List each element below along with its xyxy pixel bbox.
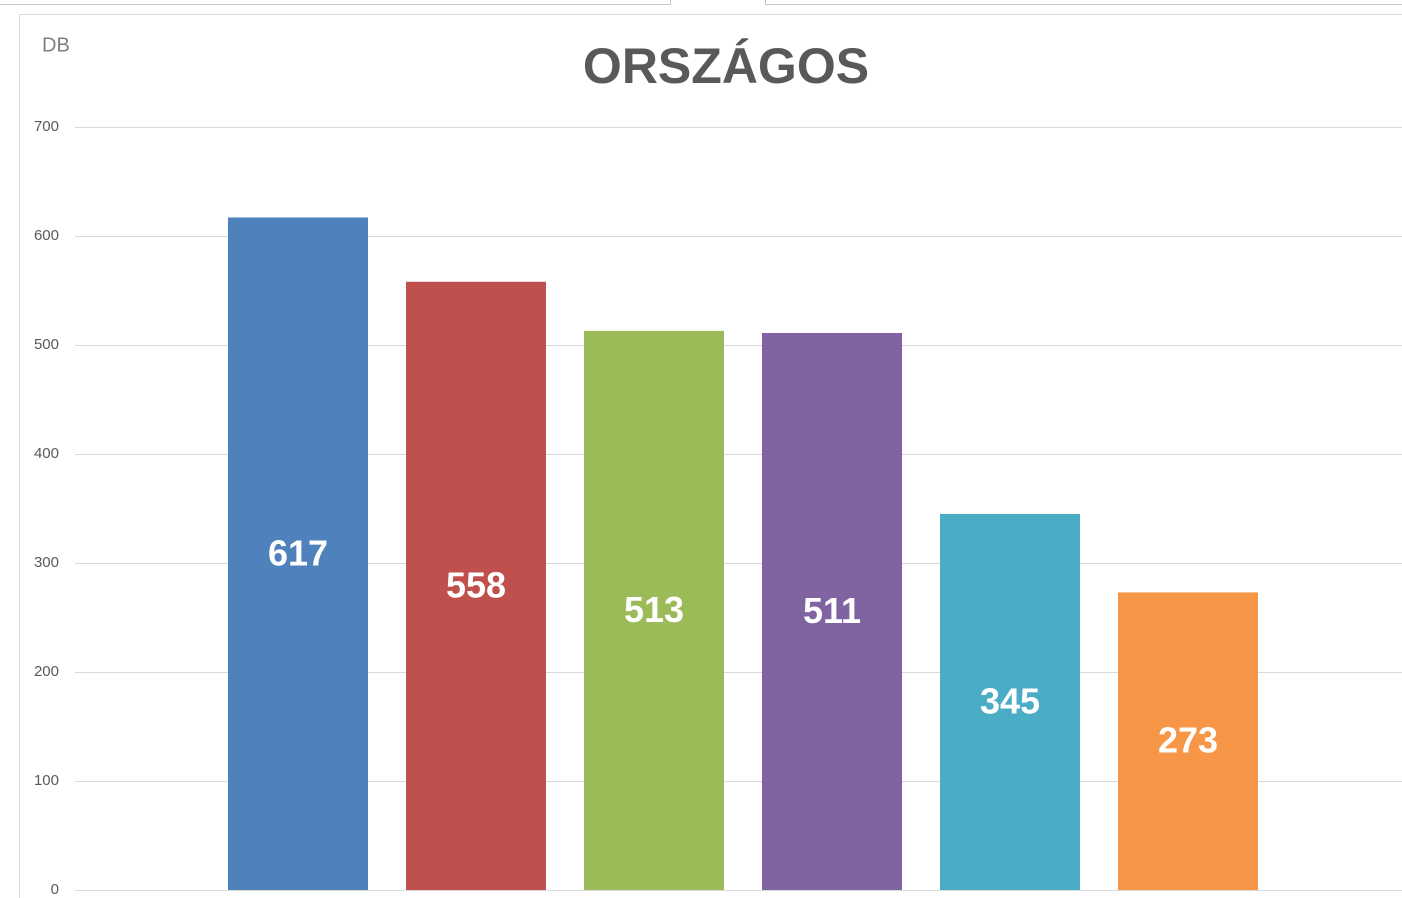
data-label: 513 xyxy=(624,589,684,630)
data-label: 273 xyxy=(1158,720,1218,761)
y-tick-label: 300 xyxy=(34,554,59,571)
data-label: 617 xyxy=(268,532,328,573)
y-axis-label: DB xyxy=(42,34,70,56)
bar xyxy=(940,513,1080,890)
y-tick-label: 500 xyxy=(34,336,59,353)
bar xyxy=(762,333,902,890)
y-tick-label: 600 xyxy=(34,227,59,244)
y-tick-label: 700 xyxy=(34,118,59,135)
data-label: 345 xyxy=(980,680,1040,721)
y-tick-label: 200 xyxy=(34,663,59,680)
bar xyxy=(228,217,368,891)
y-tick-label: 100 xyxy=(34,772,59,789)
bar xyxy=(584,330,724,891)
chart-title: ORSZÁGOS xyxy=(583,38,869,94)
y-tick-label: 400 xyxy=(34,445,59,462)
data-label: 558 xyxy=(446,564,506,605)
y-tick-label: 0 xyxy=(51,881,59,898)
bar xyxy=(1118,592,1258,890)
data-label: 511 xyxy=(803,590,861,631)
bar xyxy=(406,281,546,890)
